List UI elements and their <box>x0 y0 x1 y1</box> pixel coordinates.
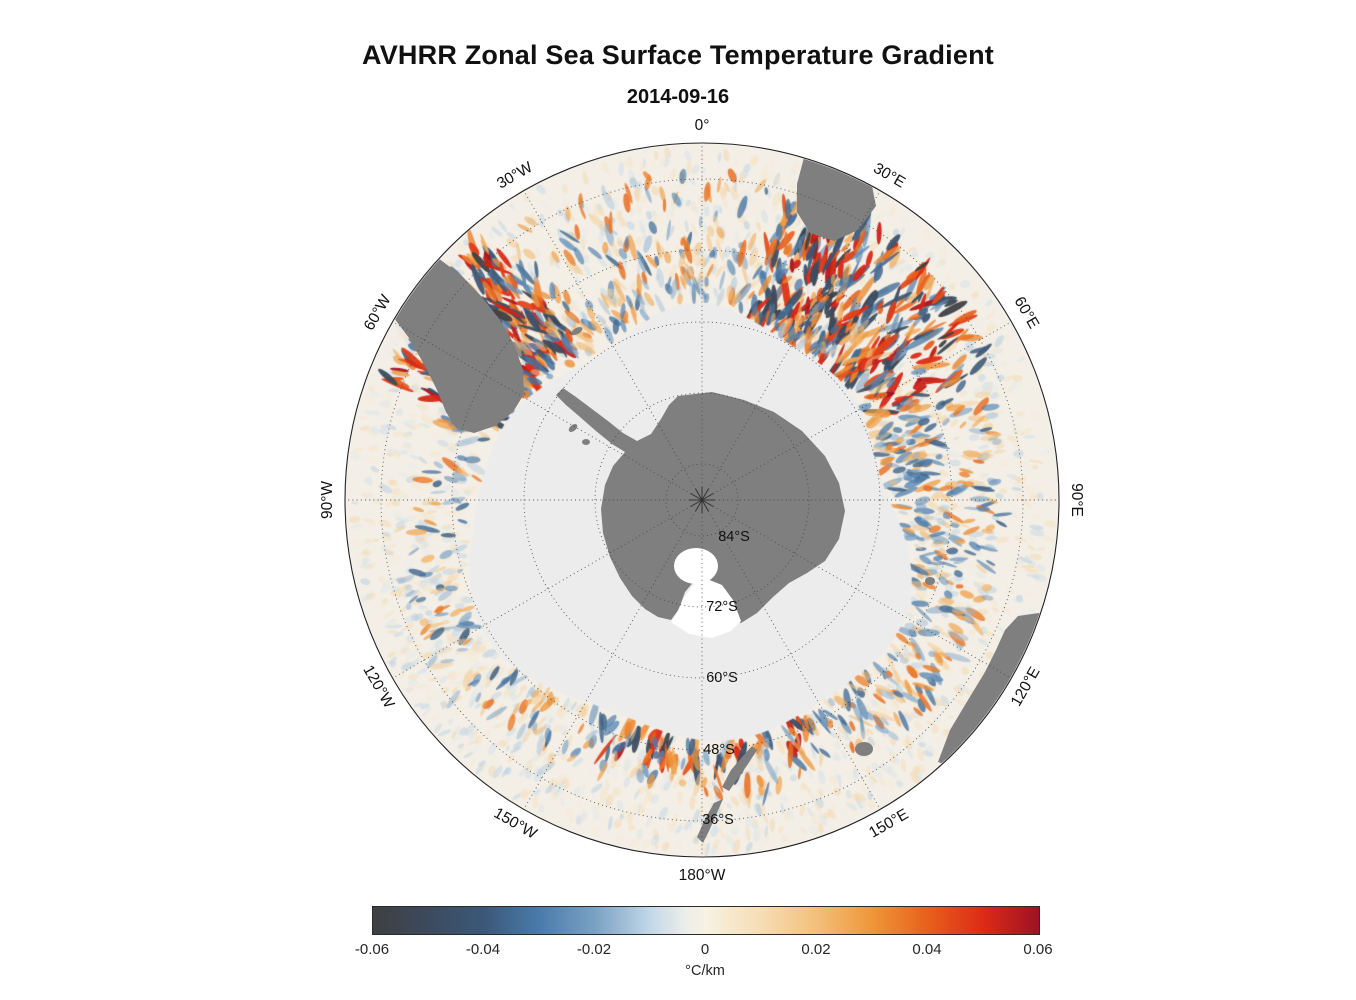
lat-label-72s: 72°S <box>706 599 738 615</box>
lon-label-90e: 90°E <box>1068 483 1085 517</box>
graticule <box>345 143 1059 857</box>
lat-label-60s: 60°S <box>706 670 738 686</box>
south-georgia-island <box>571 327 583 335</box>
lon-label-30e: 30°E <box>870 160 908 192</box>
colorbar <box>372 906 1040 935</box>
meridian-30e <box>701 190 881 501</box>
colorbar-tick: 0.02 <box>801 941 831 958</box>
ross-sea-embayment <box>671 579 741 638</box>
colorbar-ticks: -0.06 -0.04 -0.02 0 0.02 0.04 0.06 <box>355 941 1053 961</box>
kerguelen-island <box>925 577 935 585</box>
antarctica-landmass <box>556 388 845 623</box>
meridian-30w <box>523 190 703 501</box>
colorbar-tick: 0 <box>700 941 710 958</box>
lon-label-90w: 90°W <box>319 481 336 519</box>
lat-label-48s: 48°S <box>703 742 735 758</box>
meridian-150w <box>523 499 703 810</box>
ice-shelves <box>671 548 741 638</box>
map-boundary-circle <box>344 142 1060 858</box>
landmasses <box>384 150 1058 843</box>
tasmania-island <box>855 742 873 756</box>
peninsula-islet <box>568 424 578 432</box>
colorbar-tick: -0.06 <box>354 941 390 958</box>
lon-label-0: 0° <box>695 117 710 134</box>
colorbar-tick: -0.04 <box>465 941 501 958</box>
lat-circle-72s <box>594 392 810 608</box>
ross-ice-shelf <box>674 548 718 584</box>
latitude-labels: 84°S 72°S 60°S 48°S 36°S <box>702 529 750 828</box>
new-zealand-south-island <box>722 746 757 791</box>
lon-label-180w: 180°W <box>679 867 726 884</box>
colorbar-tick: 0.06 <box>1023 941 1053 958</box>
colorbar-tick: -0.02 <box>576 941 612 958</box>
peninsula-islet-2 <box>582 439 590 445</box>
lat-circle-36s <box>380 178 1024 822</box>
meridian-120w <box>392 499 703 679</box>
lat-label-36s: 36°S <box>702 812 734 828</box>
lat-label-84s: 84°S <box>718 529 750 545</box>
colorbar-tick: 0.04 <box>912 941 942 958</box>
lat-circle-84s <box>665 463 739 537</box>
meridian-60e <box>701 321 1012 501</box>
lon-label-60e: 60°E <box>1011 294 1043 332</box>
meridian-150e <box>701 499 881 810</box>
meridian-60w <box>392 321 703 501</box>
south-america-landmass <box>384 258 524 433</box>
lat-circle-48s <box>451 249 953 751</box>
colorbar-unit-label: °C/km <box>685 963 725 979</box>
lon-label-150w: 150°W <box>491 805 540 843</box>
africa-landmass <box>797 150 876 241</box>
lon-label-120w: 120°W <box>359 662 397 711</box>
meridian-120e <box>701 499 1012 679</box>
lon-label-150e: 150°E <box>866 806 911 842</box>
lat-circle-60s <box>523 321 881 679</box>
pole-marker <box>689 487 715 513</box>
